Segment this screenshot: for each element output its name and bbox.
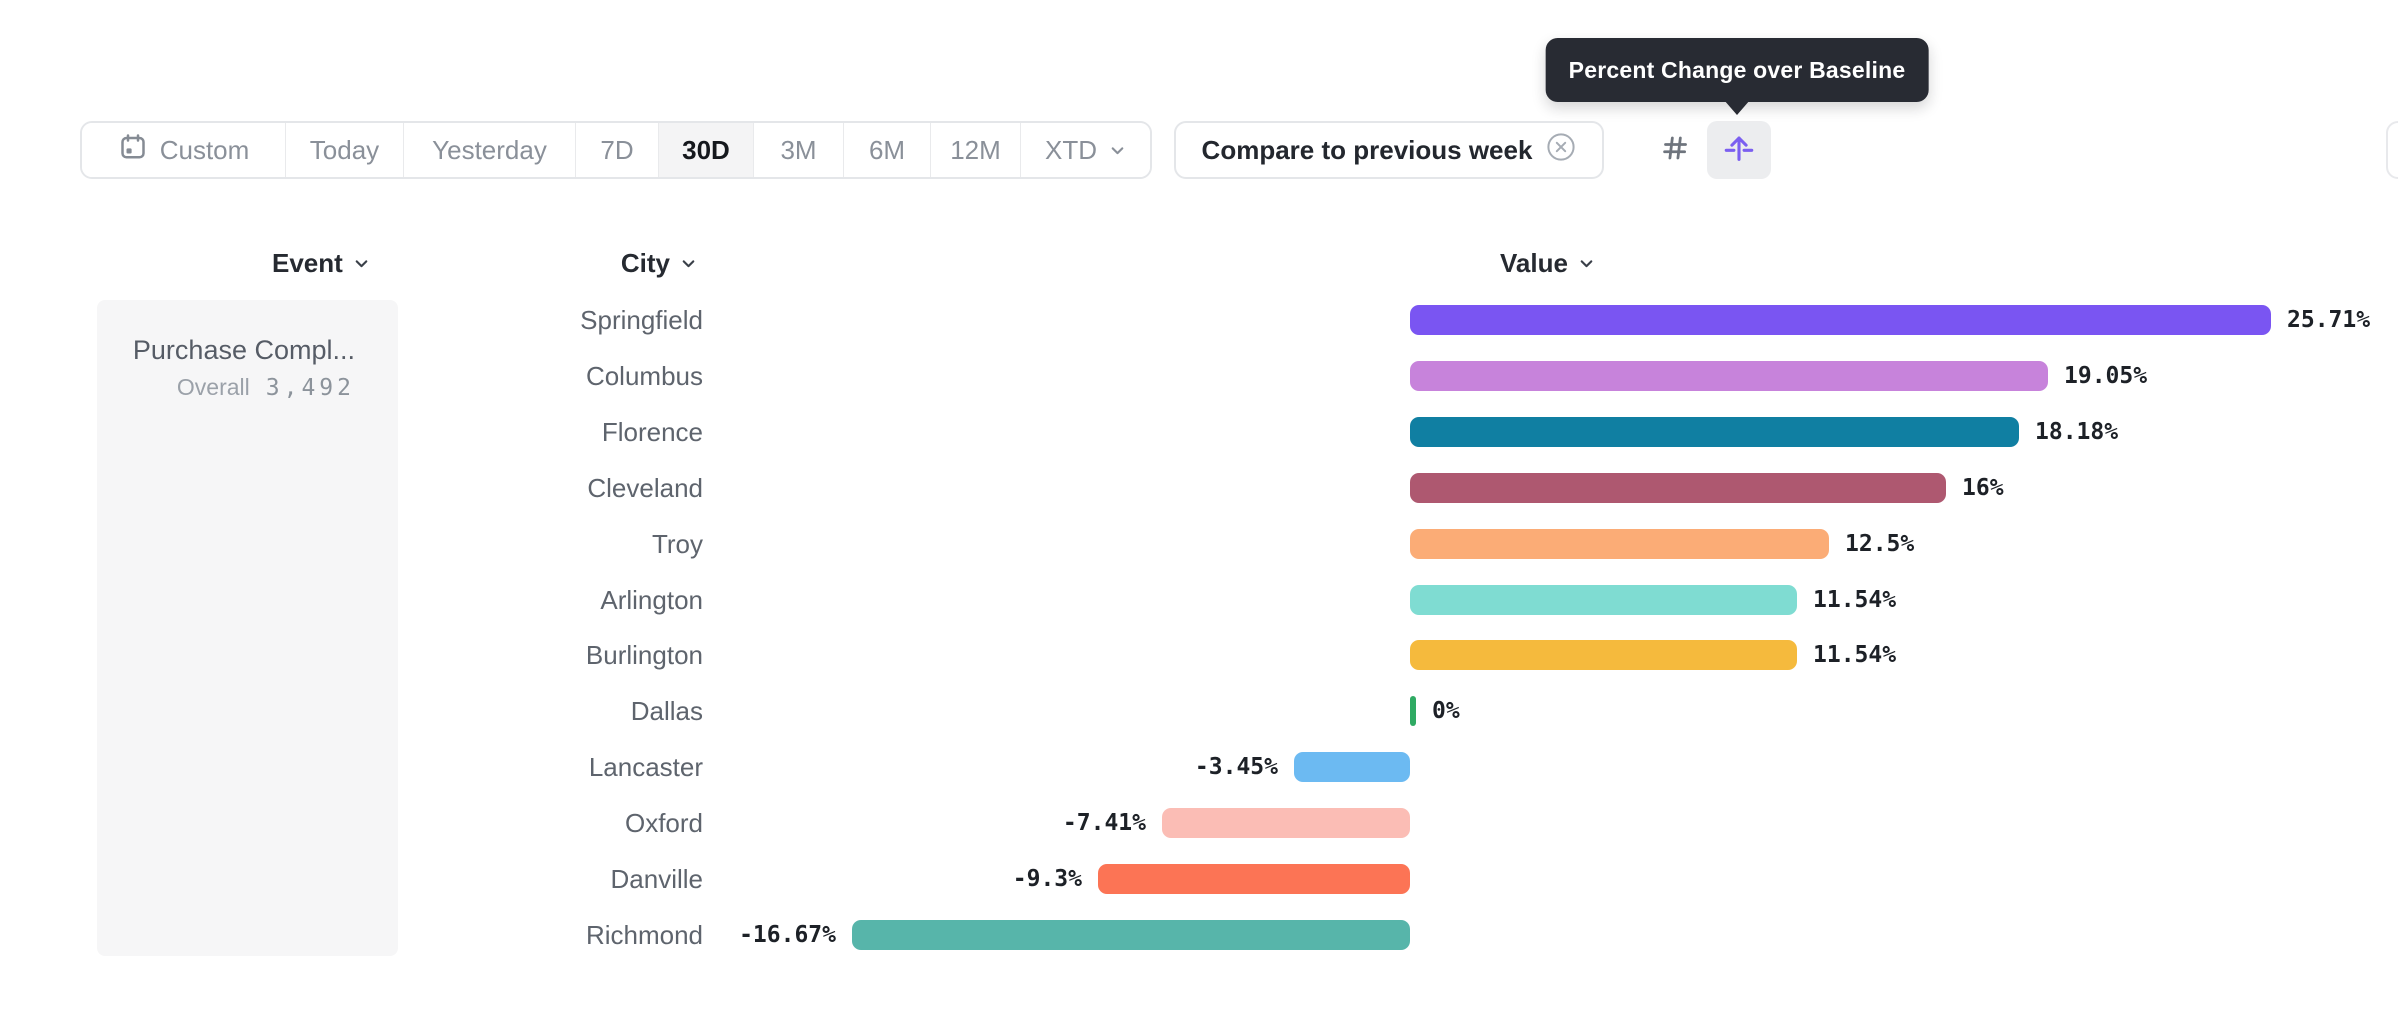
hash-icon <box>1659 132 1691 169</box>
bar-burlington[interactable] <box>1410 640 1797 671</box>
date-range-toolbar: Custom Today Yesterday 7D 30D 3M 6M 12M XTD <box>80 121 1152 179</box>
date-range-button-label: 12M <box>950 134 1001 165</box>
chart-row-danville: Danville -9.3% <box>0 851 2398 907</box>
city-label: Troy <box>651 528 703 559</box>
value-label: 12.5% <box>1845 530 1915 557</box>
city-label: Cleveland <box>587 472 703 503</box>
chart-row-lancaster: Lancaster -3.45% <box>0 739 2398 795</box>
bar-oxford[interactable] <box>1162 808 1410 839</box>
clipped-right-button[interactable] <box>2386 121 2398 179</box>
value-label: 18.18% <box>2035 418 2119 445</box>
city-label: Springfield <box>580 305 703 335</box>
chevron-down-icon <box>682 259 695 267</box>
city-label: Danville <box>610 864 704 894</box>
bar-cleveland[interactable] <box>1410 472 1946 503</box>
value-label: 19.05% <box>2064 362 2148 389</box>
date-range-button-label: 7D <box>600 134 634 165</box>
circle-x-icon[interactable] <box>1546 132 1576 169</box>
chart-row-arlington: Arlington 11.54% <box>0 572 2398 628</box>
city-label: Lancaster <box>588 752 703 783</box>
compare-button[interactable]: Compare to previous week <box>1174 121 1604 179</box>
bar-springfield[interactable] <box>1410 305 2271 335</box>
calendar-icon <box>118 132 148 169</box>
tooltip-percent-change: Percent Change over Baseline <box>1545 38 1929 102</box>
city-label: Richmond <box>585 919 703 950</box>
city-label: Columbus <box>585 360 703 391</box>
column-header-value-label: Value <box>1500 247 1568 278</box>
value-label: 16% <box>1962 474 2004 501</box>
value-label: -3.45% <box>1194 754 1278 781</box>
bar-columbus[interactable] <box>1410 360 2048 391</box>
value-label: -7.41% <box>1062 810 1146 837</box>
value-label: 0% <box>1432 698 1460 725</box>
baseline-arrow-icon <box>1722 131 1756 170</box>
bar-troy[interactable] <box>1410 528 1829 559</box>
date-range-xtd-button[interactable]: XTD <box>1020 123 1150 177</box>
column-header-city-label: City <box>620 247 670 278</box>
event-name: Purchase Compl... <box>132 335 355 365</box>
date-range-yesterday-button[interactable]: Yesterday <box>403 123 575 177</box>
date-range-today-button[interactable]: Today <box>285 123 403 177</box>
overall-value: 3,492 <box>265 375 355 401</box>
percent-change-button[interactable] <box>1707 121 1771 179</box>
chart-row-cleveland: Cleveland 16% <box>0 460 2398 516</box>
bar-danville[interactable] <box>1098 864 1410 894</box>
chart-row-florence: Florence 18.18% <box>0 404 2398 460</box>
date-range-button-label: Custom <box>159 134 250 165</box>
compare-label: Compare to previous week <box>1201 134 1533 165</box>
date-range-custom-button[interactable]: Custom <box>82 123 285 177</box>
value-label: -9.3% <box>1012 866 1082 892</box>
bar-lancaster[interactable] <box>1294 752 1410 783</box>
chart-row-richmond: Richmond -16.67% <box>0 907 2398 963</box>
column-header-event-label: Event <box>272 247 343 278</box>
date-range-button-label: Yesterday <box>432 134 547 165</box>
chart-row-springfield: Springfield 25.71% <box>0 292 2398 348</box>
date-range-button-label: Today <box>309 134 380 165</box>
column-header-city[interactable]: City <box>430 246 697 280</box>
value-display-toggle <box>1643 121 1771 179</box>
event-card[interactable]: Purchase Compl... Overall 3,492 <box>97 300 398 956</box>
value-label: -16.67% <box>739 921 836 948</box>
chevron-down-icon <box>1109 135 1126 166</box>
city-label: Oxford <box>624 808 703 839</box>
date-range-6m-button[interactable]: 6M <box>843 123 930 177</box>
chart-row-troy: Troy 12.5% <box>0 516 2398 572</box>
column-header-event[interactable]: Event <box>272 246 370 280</box>
date-range-7d-button[interactable]: 7D <box>575 123 658 177</box>
date-range-button-label: 3M <box>780 134 817 165</box>
city-label: Arlington <box>600 584 703 615</box>
chart-row-columbus: Columbus 19.05% <box>0 348 2398 404</box>
tooltip-caret <box>1724 100 1750 115</box>
absolute-numbers-button[interactable] <box>1643 121 1707 179</box>
city-label: Florence <box>601 416 703 447</box>
chevron-down-icon <box>355 259 368 267</box>
city-label: Burlington <box>585 640 703 671</box>
bar-dallas[interactable] <box>1410 696 1416 727</box>
chart-row-dallas: Dallas 0% <box>0 683 2398 739</box>
bar-richmond[interactable] <box>852 919 1410 950</box>
chevron-down-icon <box>1580 259 1593 267</box>
date-range-button-label: 6M <box>868 134 906 165</box>
value-label: 25.71% <box>2287 307 2371 333</box>
city-label: Dallas <box>630 696 703 727</box>
date-range-button-label: XTD <box>1045 134 1097 165</box>
value-label: 11.54% <box>1813 642 1897 669</box>
date-range-30d-button[interactable]: 30D <box>658 123 753 177</box>
column-header-value[interactable]: Value <box>1500 246 1595 280</box>
date-range-3m-button[interactable]: 3M <box>753 123 843 177</box>
date-range-12m-button[interactable]: 12M <box>930 123 1020 177</box>
date-range-button-label: 30D <box>682 134 730 165</box>
value-label: 11.54% <box>1813 586 1897 613</box>
bar-arlington[interactable] <box>1410 584 1797 615</box>
chart-row-oxford: Oxford -7.41% <box>0 795 2398 851</box>
overall-label: Overall <box>176 374 250 400</box>
chart-row-burlington: Burlington 11.54% <box>0 627 2398 683</box>
event-overall: Overall 3,492 <box>177 374 355 401</box>
bar-florence[interactable] <box>1410 416 2019 447</box>
